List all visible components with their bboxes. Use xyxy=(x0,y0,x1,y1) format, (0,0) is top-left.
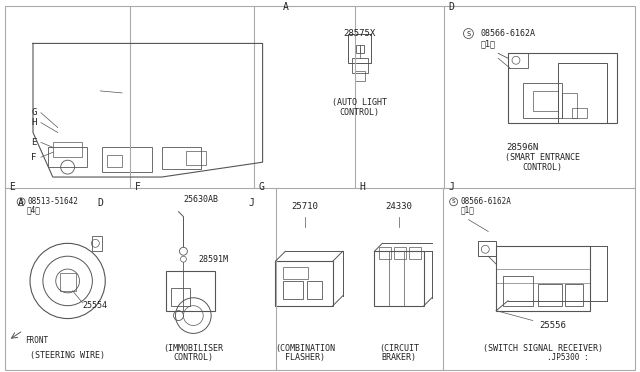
Text: （4）: （4） xyxy=(27,205,41,214)
Bar xyxy=(496,246,590,311)
Text: (AUTO LIGHT: (AUTO LIGHT xyxy=(332,98,387,107)
Bar xyxy=(508,53,617,123)
Bar xyxy=(355,71,365,81)
Text: G: G xyxy=(31,108,36,117)
Text: J: J xyxy=(449,182,454,192)
Bar xyxy=(394,247,406,259)
Bar xyxy=(108,155,122,167)
Text: (SWITCH SIGNAL RECEIVER): (SWITCH SIGNAL RECEIVER) xyxy=(483,344,603,353)
Text: (SMART ENTRANCE: (SMART ENTRANCE xyxy=(505,153,580,162)
Bar xyxy=(508,53,528,68)
Text: .JP5300 :: .JP5300 : xyxy=(547,353,588,362)
Text: S: S xyxy=(467,31,470,36)
Bar xyxy=(102,147,152,172)
Bar xyxy=(572,108,588,118)
Text: （1）: （1） xyxy=(461,205,474,214)
Text: FLASHER): FLASHER) xyxy=(285,353,325,362)
Text: 25710: 25710 xyxy=(292,202,319,211)
Bar xyxy=(170,288,190,306)
Bar xyxy=(374,251,424,306)
Bar xyxy=(52,142,83,157)
Text: （1）: （1） xyxy=(481,39,495,48)
Text: 08566-6162A: 08566-6162A xyxy=(481,29,535,38)
Bar xyxy=(307,281,322,299)
Bar xyxy=(566,284,583,306)
Text: H: H xyxy=(31,118,36,127)
Bar xyxy=(503,276,532,306)
Text: FRONT: FRONT xyxy=(25,336,48,345)
Bar xyxy=(162,147,201,169)
Text: 25556: 25556 xyxy=(539,321,566,330)
Bar xyxy=(380,247,391,259)
Bar xyxy=(409,247,421,259)
Text: 08566-6162A: 08566-6162A xyxy=(461,197,511,206)
Bar xyxy=(532,91,557,111)
Bar xyxy=(557,63,607,123)
Text: (CIRCUIT: (CIRCUIT xyxy=(379,344,419,353)
Bar xyxy=(48,147,88,167)
Text: A: A xyxy=(18,198,24,208)
Bar xyxy=(284,267,308,279)
Text: BRAKER): BRAKER) xyxy=(381,353,417,362)
Text: CONTROL): CONTROL) xyxy=(523,163,563,171)
Bar xyxy=(284,281,303,299)
Bar xyxy=(275,261,333,306)
Text: J: J xyxy=(249,198,255,208)
Bar xyxy=(356,45,364,53)
Text: E: E xyxy=(31,138,36,147)
Text: 25630AB: 25630AB xyxy=(184,195,218,204)
Bar xyxy=(478,241,496,256)
Text: (STEERING WIRE): (STEERING WIRE) xyxy=(30,351,105,360)
Text: 24330: 24330 xyxy=(386,202,413,211)
Text: H: H xyxy=(360,182,365,192)
Text: S: S xyxy=(19,199,23,204)
Text: 28596N: 28596N xyxy=(507,143,539,152)
Text: F: F xyxy=(135,182,141,192)
Bar xyxy=(348,33,371,63)
Bar xyxy=(351,58,367,73)
Text: G: G xyxy=(259,182,264,192)
Bar xyxy=(523,83,563,118)
Text: 08513-51642: 08513-51642 xyxy=(27,197,78,206)
Bar xyxy=(166,271,215,311)
Text: 25554: 25554 xyxy=(83,301,108,310)
Text: A: A xyxy=(282,2,288,12)
Text: CONTROL): CONTROL) xyxy=(173,353,213,362)
Bar xyxy=(92,237,102,251)
Bar xyxy=(538,284,563,306)
Text: 28591M: 28591M xyxy=(198,255,228,264)
Bar xyxy=(186,151,206,165)
Text: (COMBINATION: (COMBINATION xyxy=(275,344,335,353)
Bar xyxy=(563,93,577,118)
Text: E: E xyxy=(9,182,15,192)
Text: S: S xyxy=(452,199,456,204)
Text: F: F xyxy=(31,153,36,162)
Text: D: D xyxy=(449,2,454,12)
Text: (IMMOBILISER: (IMMOBILISER xyxy=(163,344,223,353)
Text: D: D xyxy=(97,198,103,208)
Text: CONTROL): CONTROL) xyxy=(340,108,380,117)
Bar xyxy=(60,273,76,291)
Text: 28575X: 28575X xyxy=(344,29,376,38)
